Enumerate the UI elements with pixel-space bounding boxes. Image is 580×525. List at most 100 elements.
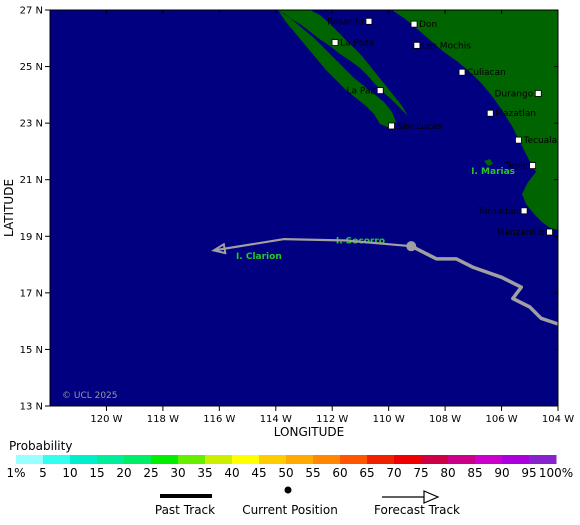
legend-label: 15 — [89, 466, 104, 480]
x-tick-label: 112 W — [316, 414, 348, 425]
city-square — [413, 41, 421, 49]
city-square — [365, 17, 373, 25]
legend-swatch — [448, 455, 476, 464]
map-plot: 120 W 118 W 116 W 114 W 112 W 110 W 108 W 106 W… — [20, 6, 575, 426]
x-tick-label: 116 W — [203, 414, 235, 425]
legend-label: 1% — [6, 466, 25, 480]
city-label: Durango — [494, 89, 533, 99]
city-marker: Tomatlan — [477, 207, 528, 217]
city-square — [534, 90, 542, 97]
track-key: Past Track Current Position Forecast Tra… — [155, 486, 460, 517]
city-marker: La Poza — [331, 39, 374, 49]
city-square — [546, 228, 553, 236]
legend-swatch — [97, 455, 125, 464]
legend-swatch — [367, 455, 395, 464]
isla-tiburon-area — [412, 18, 426, 28]
city-square — [515, 136, 522, 144]
city-label: Don — [419, 20, 437, 30]
city-marker: Durango — [494, 89, 542, 99]
legend-label: 95 — [521, 466, 536, 480]
legend-label: 85 — [467, 466, 482, 480]
y-tick-label: 25 N — [20, 62, 43, 73]
land-layer — [278, 10, 558, 230]
legend-label: 70 — [386, 466, 401, 480]
city-label: Los Mochis — [422, 41, 471, 51]
city-square — [376, 87, 384, 95]
x-tick-labels: 120 W 118 W 116 W 114 W 112 W 110 W 108 W 106 W… — [90, 414, 574, 425]
legend-swatches — [16, 455, 557, 464]
y-tick-label: 15 N — [20, 345, 43, 356]
forecast-arrowhead — [211, 242, 227, 255]
city-label: Manzanillo — [497, 228, 545, 238]
x-axis-title: LONGITUDE — [274, 425, 344, 439]
y-tick-label: 21 N — [20, 175, 43, 186]
city-label: Tomatlan — [477, 207, 519, 217]
legend-swatch — [124, 455, 152, 464]
x-tick-label: 104 W — [542, 414, 574, 425]
legend-label: 30 — [170, 466, 185, 480]
legend-label: 10 — [62, 466, 77, 480]
city-label: La Paz — [347, 87, 376, 97]
city-marker: Rosarito — [327, 17, 373, 27]
legend-label: 5 — [39, 466, 47, 480]
x-tick-label: 120 W — [90, 414, 122, 425]
city-square — [458, 68, 466, 76]
y-tick-label: 27 N — [20, 6, 43, 17]
copyright-label: © UCL 2025 — [62, 391, 118, 401]
legend-label: 50 — [278, 466, 293, 480]
forecast-track-line — [213, 238, 412, 252]
y-tick-label: 23 N — [20, 119, 43, 130]
past-track-line — [413, 246, 559, 326]
city-marker: Manzanillo — [497, 228, 553, 238]
y-axis-title: LATITUDE — [2, 179, 16, 237]
x-tick-label: 110 W — [373, 414, 405, 425]
island-label: I. Clarion — [236, 252, 282, 262]
legend-swatch — [421, 455, 449, 464]
track-layer — [211, 238, 559, 326]
city-label: Mazatlan — [495, 109, 536, 119]
legend-swatch — [340, 455, 368, 464]
legend-label: 80 — [440, 466, 455, 480]
city-marker: Don — [410, 20, 437, 30]
legend-swatch — [178, 455, 206, 464]
city-marker: Tecuala — [515, 136, 557, 146]
city-marker: San Lucas — [388, 122, 442, 132]
island-label: I. Marias — [471, 167, 515, 177]
city-label: Tecuala — [522, 136, 557, 146]
legend-swatch — [43, 455, 71, 464]
y-tick-labels: 27 N 25 N 23 N 21 N 19 N 17 N 15 N 13 N — [20, 6, 43, 413]
y-tick-label: 13 N — [20, 402, 43, 413]
legend-swatch — [70, 455, 98, 464]
legend-title: Probability — [9, 439, 72, 453]
city-marker: La Paz — [347, 87, 384, 97]
legend-swatch — [151, 455, 179, 464]
legend-swatch — [205, 455, 233, 464]
legend-label: 65 — [359, 466, 374, 480]
forecast-track-key-label: Forecast Track — [374, 503, 460, 517]
city-label: Rosarito — [327, 17, 364, 27]
legend-swatch — [313, 455, 341, 464]
legend-swatch — [529, 455, 557, 464]
current-position-key-dot — [284, 486, 292, 494]
isla-maria-madre — [484, 159, 493, 166]
city-label: Culiacan — [467, 68, 506, 78]
y-tick-label: 19 N — [20, 232, 43, 243]
legend-labels: 1% 5 10 15 20 25 30 35 40 45 50 55 60 65 70 75 80 85 90 95 1… — [6, 466, 573, 480]
past-track-key-label: Past Track — [155, 503, 215, 517]
city-label: Tepic — [504, 162, 528, 172]
current-position-dot — [406, 241, 417, 252]
x-tick-label: 108 W — [429, 414, 461, 425]
x-tick-label: 106 W — [485, 414, 517, 425]
city-square — [486, 109, 494, 117]
legend-swatch — [16, 455, 44, 464]
legend-label: 25 — [143, 466, 158, 480]
forecast-track-key-arrow — [423, 490, 440, 504]
current-position-key-label: Current Position — [242, 503, 338, 517]
legend-swatch — [502, 455, 530, 464]
city-square — [388, 122, 395, 130]
legend-label: 90 — [494, 466, 509, 480]
legend-label: 35 — [197, 466, 212, 480]
probability-legend: Probability 1% 5 10 15 20 25 30 35 40 45 50 55 60 65 7… — [6, 439, 573, 480]
legend-swatch — [475, 455, 503, 464]
